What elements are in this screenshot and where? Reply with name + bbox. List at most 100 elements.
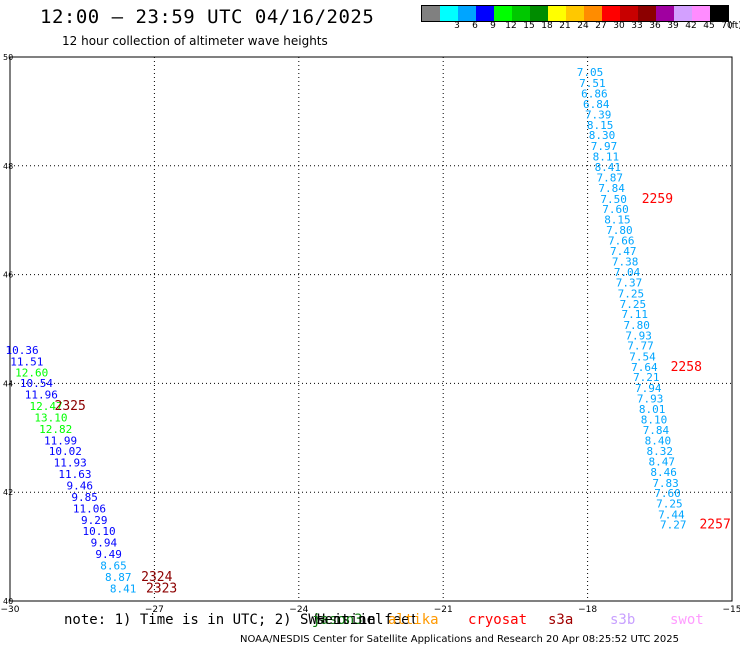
wave-height-label: 7.84: [643, 424, 670, 437]
color-scale-tick-label: 39: [667, 21, 679, 31]
x-tick-label: −18: [578, 605, 597, 615]
wave-height-label: 8.15: [604, 213, 631, 226]
wave-height-label: 7.47: [610, 245, 637, 258]
wave-height-label: 7.04: [614, 266, 641, 279]
wave-height-label: 7.80: [606, 224, 633, 237]
color-scale-swatch: [476, 6, 494, 21]
wave-height-label: 7.97: [591, 140, 618, 153]
color-scale-unit: (ft): [728, 21, 740, 31]
wave-height-label: 7.87: [596, 172, 623, 185]
wave-height-label: 7.50: [600, 193, 627, 206]
wave-height-label: 7.94: [635, 382, 662, 395]
time-label: 2257: [699, 518, 730, 533]
wave-height-label: 7.80: [623, 319, 650, 332]
wave-height-label: 11.63: [58, 468, 91, 481]
wave-height-label: 9.29: [81, 514, 108, 527]
wave-height-label: 11.06: [73, 502, 106, 515]
wave-height-label: 10.36: [5, 344, 38, 357]
wave-height-label: 6.84: [583, 98, 610, 111]
y-tick-label: 42: [3, 488, 13, 497]
footer-note: note: 1) Time is in UTC; 2) SWH is in fe…: [64, 612, 419, 628]
mission-cryosat: cryosat: [468, 612, 528, 628]
wave-height-label: 8.40: [645, 434, 672, 447]
color-scale-swatch: [494, 6, 512, 21]
color-scale-swatch: [530, 6, 548, 21]
color-scale-swatch: [566, 6, 584, 21]
wave-height-label: 7.44: [658, 508, 685, 521]
color-scale-tick-label: 9: [490, 21, 496, 31]
wave-height-label: 7.54: [629, 351, 656, 364]
color-scale-tick-label: 12: [505, 21, 517, 31]
x-tick-label: −24: [289, 605, 308, 615]
mission-sentinel: sentinel: [316, 612, 384, 628]
time-label: 2324: [141, 570, 172, 585]
page-title: 12:00 – 23:59 UTC 04/16/2025: [40, 6, 375, 28]
wave-height-label: 8.47: [648, 456, 675, 469]
color-scale-swatch: [620, 6, 638, 21]
color-scale-swatch: [548, 6, 566, 21]
wave-height-label: 12.60: [15, 366, 48, 379]
x-tick-label: −15: [723, 605, 740, 615]
wave-height-label: 10.10: [82, 525, 115, 538]
wave-height-label: 7.64: [631, 361, 658, 374]
wave-height-label: 8.32: [647, 445, 674, 458]
color-scale-swatch: [584, 6, 602, 21]
plot-frame: [9, 56, 733, 602]
wave-height-label: 7.39: [585, 108, 612, 121]
y-tick-label: 46: [3, 271, 13, 280]
page-subtitle: 12 hour collection of altimeter wave hei…: [62, 34, 328, 48]
wave-height-label: 7.11: [622, 308, 649, 321]
mission-s3b: s3b: [610, 612, 636, 628]
color-scale-tick-label: 45: [703, 21, 715, 31]
x-tick-label: −30: [1, 605, 20, 615]
wave-height-label: 8.41: [110, 582, 137, 595]
wave-height-label: 10.54: [20, 377, 53, 390]
mission-altika: altika: [388, 612, 439, 628]
wave-height-label: 7.25: [618, 287, 645, 300]
wave-height-label: 7.60: [602, 203, 629, 216]
wave-height-label: 9.85: [71, 491, 98, 504]
wave-height-label: 7.93: [625, 329, 652, 342]
wave-height-label: 11.99: [44, 434, 77, 447]
color-scale-swatch: [638, 6, 656, 21]
wave-height-label: 7.77: [627, 340, 654, 353]
time-label: 2259: [642, 192, 673, 207]
mission-swot: swot: [670, 612, 704, 628]
color-scale-swatch: [512, 6, 530, 21]
color-scale-swatch: [674, 6, 692, 21]
x-tick-label: −27: [145, 605, 164, 615]
wave-height-label: 7.60: [654, 487, 681, 500]
color-scale-tick-label: 15: [523, 21, 535, 31]
time-label: 2323: [146, 581, 177, 596]
wave-height-label: 7.38: [612, 255, 639, 268]
time-label: 2325: [55, 399, 86, 414]
wave-height-label: 7.66: [608, 235, 635, 248]
footer-credit: NOAA/NESDIS Center for Satellite Applica…: [240, 634, 679, 645]
wave-height-label: 7.83: [652, 477, 679, 490]
wave-height-label: 8.15: [587, 119, 614, 132]
wave-height-label: 6.86: [581, 87, 608, 100]
wave-height-label: 7.37: [616, 277, 643, 290]
wave-height-label: 8.87: [105, 571, 132, 584]
color-scale-swatch: [692, 6, 710, 21]
color-scale-tick-label: 24: [577, 21, 589, 31]
color-scale-swatch: [656, 6, 674, 21]
wave-height-label: 8.41: [595, 161, 622, 174]
wave-height-label: 11.93: [54, 457, 87, 470]
wave-height-label: 9.49: [95, 548, 122, 561]
color-scale-swatch: [710, 6, 728, 21]
wave-height-label: 9.46: [67, 479, 94, 492]
wave-height-label: 8.30: [589, 129, 616, 142]
color-scale-tick-label: 27: [595, 21, 607, 31]
color-scale-tick-label: 70: [721, 21, 733, 31]
wave-height-label: 9.94: [91, 537, 118, 550]
wave-height-label: 11.96: [25, 389, 58, 402]
wave-height-label: 8.46: [650, 466, 677, 479]
wave-height-label: 12.47: [30, 400, 63, 413]
wave-height-label: 7.25: [620, 298, 647, 311]
wave-height-label: 7.84: [598, 182, 625, 195]
wave-height-label: 7.25: [656, 497, 683, 510]
color-scale-tick-label: 21: [559, 21, 571, 31]
